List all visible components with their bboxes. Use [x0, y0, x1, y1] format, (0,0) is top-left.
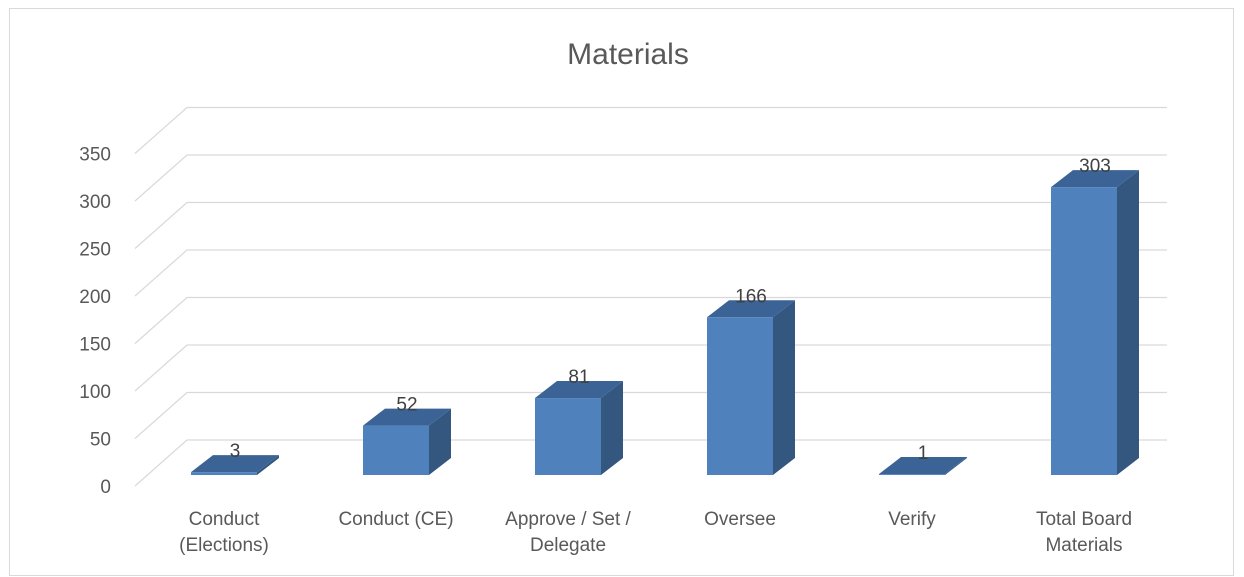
x-tick-label: Materials — [1045, 535, 1122, 556]
chart-title: Materials — [567, 38, 689, 71]
data-label: 1 — [918, 443, 929, 464]
bar-top — [535, 381, 623, 399]
gridline — [134, 249, 1167, 297]
y-tick-label: 100 — [79, 382, 111, 403]
gridline — [134, 201, 1167, 249]
gridline — [134, 439, 1167, 487]
y-tick-label: 200 — [79, 287, 111, 308]
bar-top — [707, 300, 795, 318]
bar-side — [1117, 170, 1139, 475]
bar-front — [363, 425, 429, 475]
data-label: 52 — [396, 395, 417, 416]
bar: 3 — [191, 441, 279, 475]
bar-front — [1051, 187, 1117, 475]
bar-front — [191, 472, 257, 475]
y-axis: 0 50 100 150 200 250 300 350 — [79, 145, 111, 499]
y-tick-label: 350 — [79, 145, 111, 166]
bar: 81 — [535, 367, 623, 475]
x-tick-label: (Elections) — [179, 535, 269, 556]
bar-top — [1051, 170, 1139, 188]
y-tick-label: 50 — [90, 430, 111, 451]
x-tick-label: Conduct (CE) — [338, 509, 453, 530]
chart-frame — [9, 8, 1234, 576]
gridline — [134, 296, 1167, 344]
bar-side — [945, 457, 967, 475]
bar: 1 — [879, 443, 967, 475]
bar: 52 — [363, 395, 451, 475]
bar: 166 — [707, 286, 795, 475]
x-tick-label: Approve / Set / — [505, 509, 631, 530]
x-tick-label: Total Board — [1036, 509, 1132, 530]
gridline — [134, 106, 1167, 154]
gridline — [134, 344, 1167, 392]
bar-top — [191, 455, 279, 473]
gridline — [134, 391, 1167, 439]
data-label: 303 — [1079, 156, 1111, 177]
bar-side — [257, 455, 279, 475]
bar-front — [879, 474, 945, 475]
bar-top — [879, 457, 967, 475]
y-tick-label: 0 — [100, 477, 111, 498]
bars: 3 52 81 166 1 303 — [191, 156, 1139, 475]
bar-front — [707, 317, 773, 475]
data-label: 81 — [568, 367, 589, 388]
data-label: 3 — [230, 441, 241, 462]
bar: 303 — [1051, 156, 1139, 475]
y-tick-label: 300 — [79, 192, 111, 213]
x-tick-label: Verify — [888, 509, 936, 530]
bar-side — [773, 300, 795, 475]
gridline — [134, 154, 1167, 202]
x-tick-label: Delegate — [530, 535, 606, 556]
y-tick-label: 150 — [79, 335, 111, 356]
grid — [134, 106, 1167, 487]
data-label: 166 — [735, 286, 767, 307]
y-tick-label: 250 — [79, 240, 111, 261]
x-axis: Conduct (Elections) Conduct (CE) Approve / … — [179, 509, 1132, 556]
bar-front — [535, 398, 601, 475]
bar-side — [429, 408, 451, 475]
bar-top — [363, 408, 451, 426]
bar-side — [601, 381, 623, 475]
x-tick-label: Oversee — [704, 509, 776, 530]
x-tick-label: Conduct — [189, 509, 260, 530]
